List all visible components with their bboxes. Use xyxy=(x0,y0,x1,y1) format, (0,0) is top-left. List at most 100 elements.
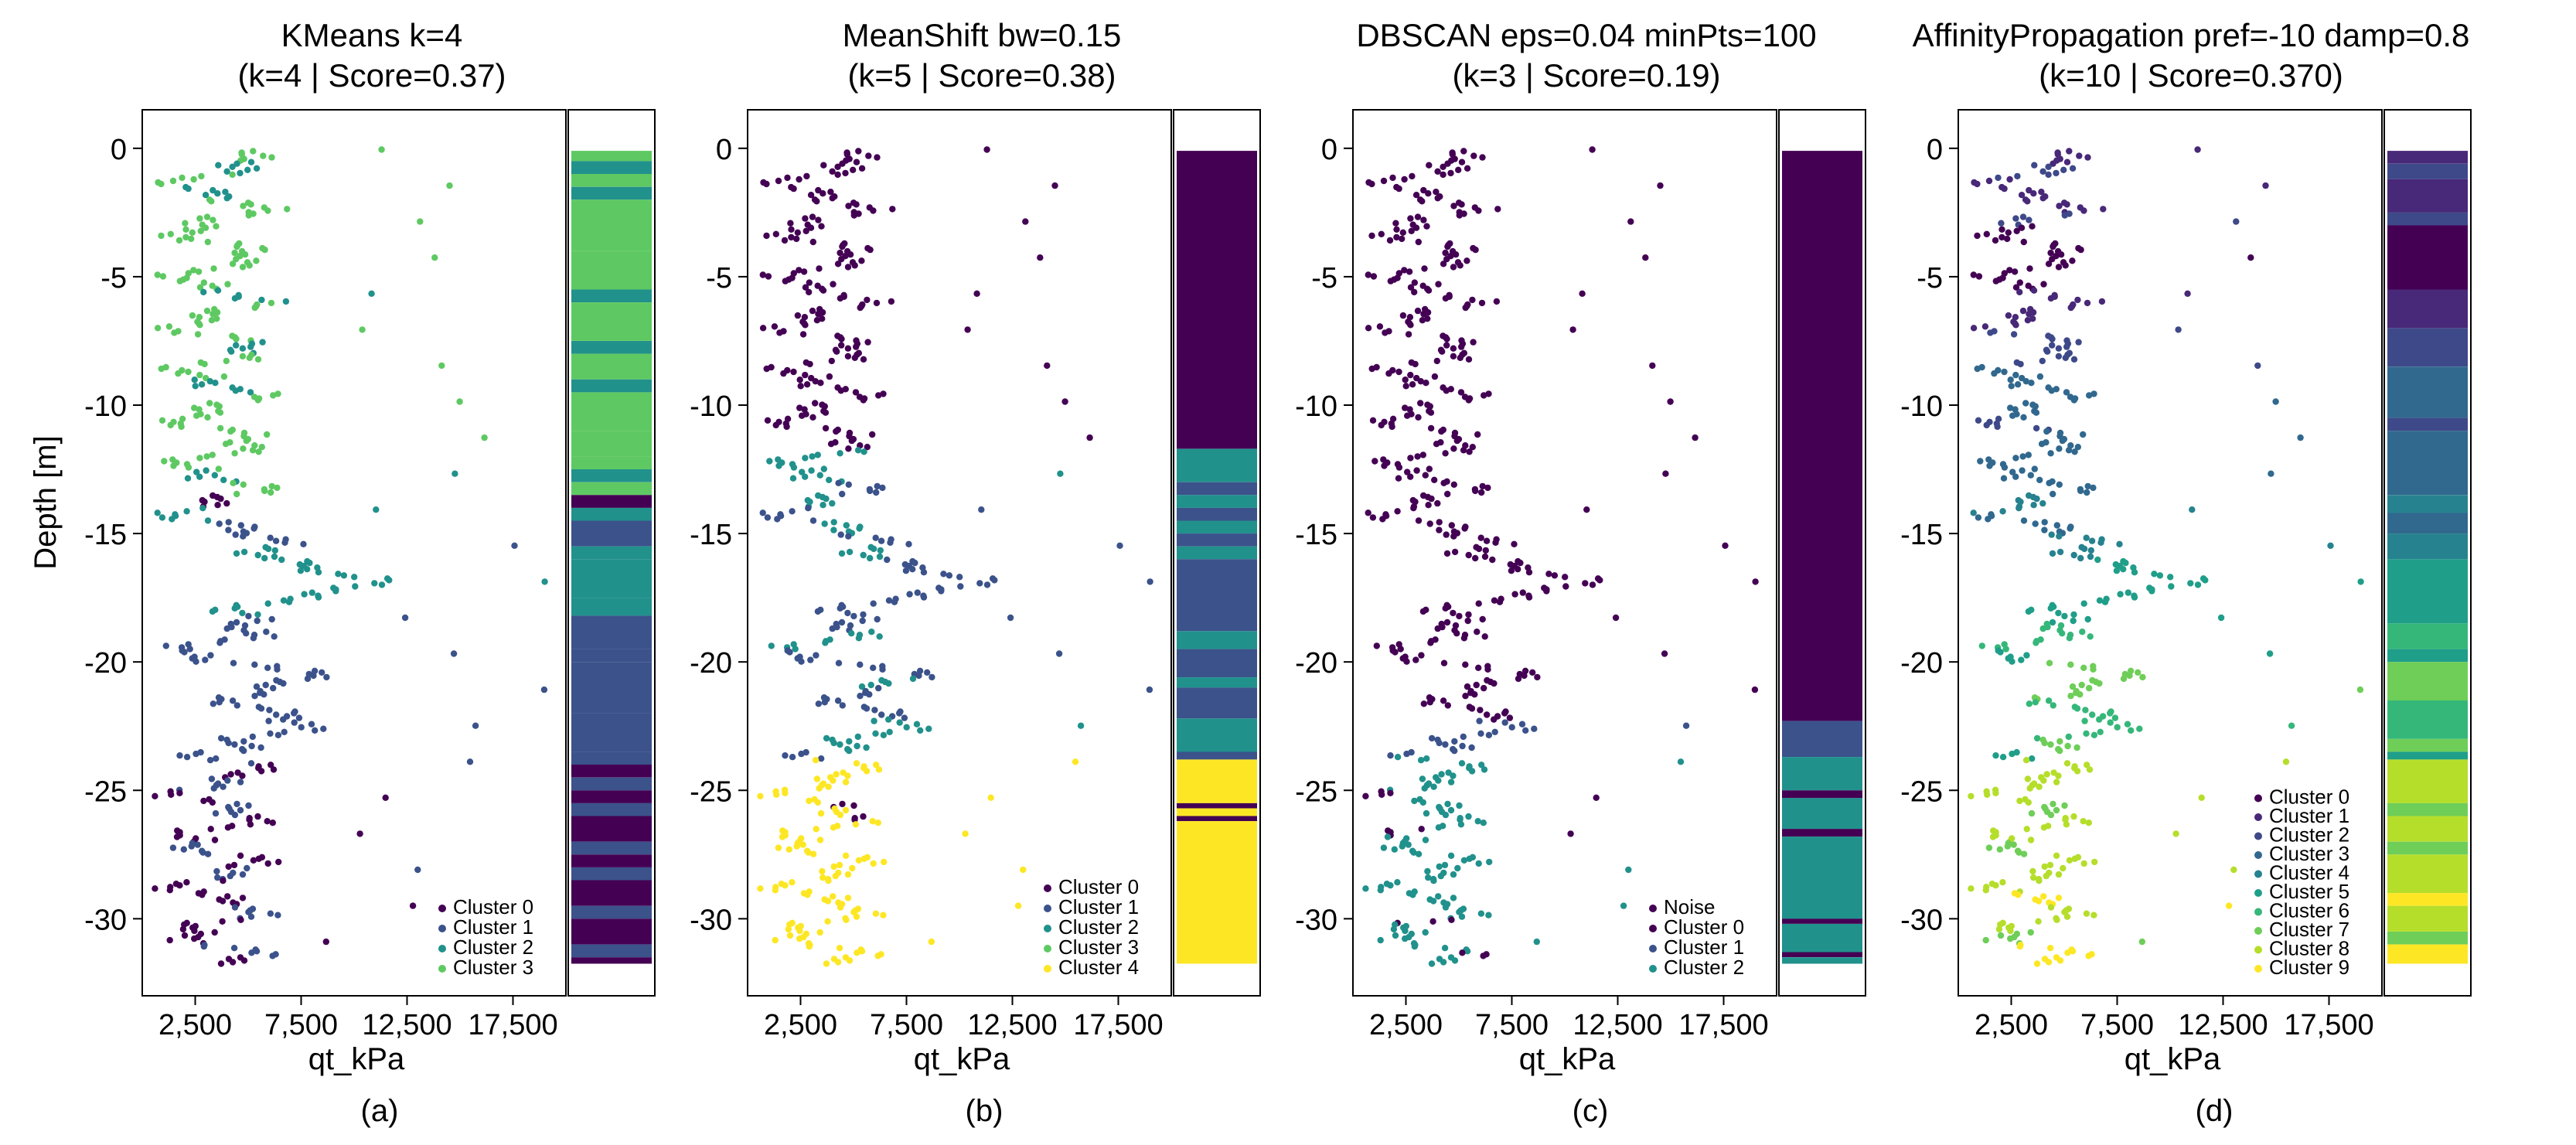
data-point xyxy=(254,813,261,820)
data-point xyxy=(819,867,826,875)
y-tick-label: -10 xyxy=(690,390,732,423)
data-point xyxy=(2053,522,2060,529)
data-point xyxy=(869,431,876,438)
cluster-segment xyxy=(2387,841,2468,855)
data-point xyxy=(241,251,249,258)
cluster-segment xyxy=(571,353,652,380)
data-point xyxy=(2005,229,2012,236)
data-point xyxy=(868,629,875,636)
data-point xyxy=(2025,799,2032,806)
scatter-axes-frame xyxy=(747,109,1172,997)
data-point xyxy=(2023,826,2030,833)
data-point xyxy=(786,932,794,939)
data-point xyxy=(231,741,238,748)
data-point xyxy=(158,417,166,424)
data-point xyxy=(855,148,862,155)
data-point xyxy=(267,910,274,917)
data-point xyxy=(1407,473,1414,480)
y-tick-label: -5 xyxy=(101,262,127,295)
data-point xyxy=(210,216,216,223)
data-point xyxy=(2007,404,2014,411)
data-point xyxy=(1481,766,1488,773)
data-point xyxy=(2036,476,2043,483)
data-point xyxy=(1428,734,1436,742)
data-point xyxy=(229,261,237,268)
legend-entry: Cluster 1 xyxy=(2269,804,2349,827)
data-point xyxy=(261,487,268,495)
data-point xyxy=(189,229,196,236)
data-point xyxy=(1444,490,1451,498)
data-point xyxy=(830,824,837,831)
data-point xyxy=(2039,357,2046,365)
data-point xyxy=(1593,794,1600,802)
y-tick-label: -15 xyxy=(1900,519,1943,551)
data-point xyxy=(2043,872,2050,880)
cluster-segment xyxy=(1177,631,1257,649)
legend-entry: Cluster 0 xyxy=(1664,915,1744,939)
data-point xyxy=(1395,368,1402,376)
data-point xyxy=(2029,867,2036,875)
data-point xyxy=(1378,421,1385,429)
data-point xyxy=(2020,517,2028,524)
data-point xyxy=(1985,516,1992,523)
data-point xyxy=(1436,863,1443,871)
data-point xyxy=(191,404,198,411)
data-point xyxy=(864,444,871,451)
data-point xyxy=(182,220,189,227)
data-point xyxy=(173,833,181,840)
data-point xyxy=(1477,534,1484,541)
data-point xyxy=(1444,702,1452,709)
data-point xyxy=(2024,775,2032,782)
data-point xyxy=(830,281,837,288)
data-point xyxy=(851,354,859,361)
panel-b-x-axis-label: qt_kPa xyxy=(914,1042,1010,1076)
data-point xyxy=(2107,719,2114,726)
data-point xyxy=(274,484,281,492)
cluster-segment xyxy=(1177,649,1257,678)
data-point xyxy=(438,362,445,370)
data-point xyxy=(1451,548,1459,556)
data-point xyxy=(1424,867,1431,875)
data-point xyxy=(1484,484,1491,492)
data-point xyxy=(1397,646,1404,653)
data-point xyxy=(837,904,844,911)
data-point xyxy=(257,744,264,751)
data-point xyxy=(1998,226,2005,233)
legend-marker xyxy=(2254,813,2262,821)
data-point xyxy=(844,609,851,617)
data-point xyxy=(1662,470,1669,477)
cluster-segment xyxy=(571,392,652,431)
data-point xyxy=(250,857,257,864)
data-point xyxy=(1477,707,1484,714)
x-tick-label: 17,500 xyxy=(1073,1009,1163,1041)
data-point xyxy=(1522,727,1529,734)
data-point xyxy=(1481,633,1488,640)
data-point xyxy=(2175,326,2182,333)
data-point xyxy=(201,360,208,368)
data-point xyxy=(2007,927,2014,935)
legend-marker xyxy=(438,925,446,932)
data-point xyxy=(175,237,183,244)
data-point xyxy=(1444,800,1451,808)
data-point xyxy=(2266,650,2274,657)
data-point xyxy=(837,741,843,748)
data-point xyxy=(976,580,983,587)
data-point xyxy=(229,959,237,966)
panel-b-plot: 0-5-10-15-20-25-302,500 7,500 12,500 17,500… xyxy=(690,109,1261,1041)
data-point xyxy=(1410,849,1417,856)
data-point xyxy=(481,434,488,441)
data-point xyxy=(2063,201,2070,208)
data-point xyxy=(854,949,860,956)
data-point xyxy=(233,702,240,709)
data-point xyxy=(867,487,874,495)
data-point xyxy=(1521,672,1528,680)
data-point xyxy=(834,261,842,268)
data-point xyxy=(1625,866,1632,874)
data-point xyxy=(214,190,221,197)
cluster-segment xyxy=(1177,687,1257,719)
data-point xyxy=(1425,190,1432,197)
data-point xyxy=(1457,262,1463,269)
data-point xyxy=(1435,824,1443,831)
data-point xyxy=(864,296,871,304)
data-point xyxy=(1460,148,1467,155)
